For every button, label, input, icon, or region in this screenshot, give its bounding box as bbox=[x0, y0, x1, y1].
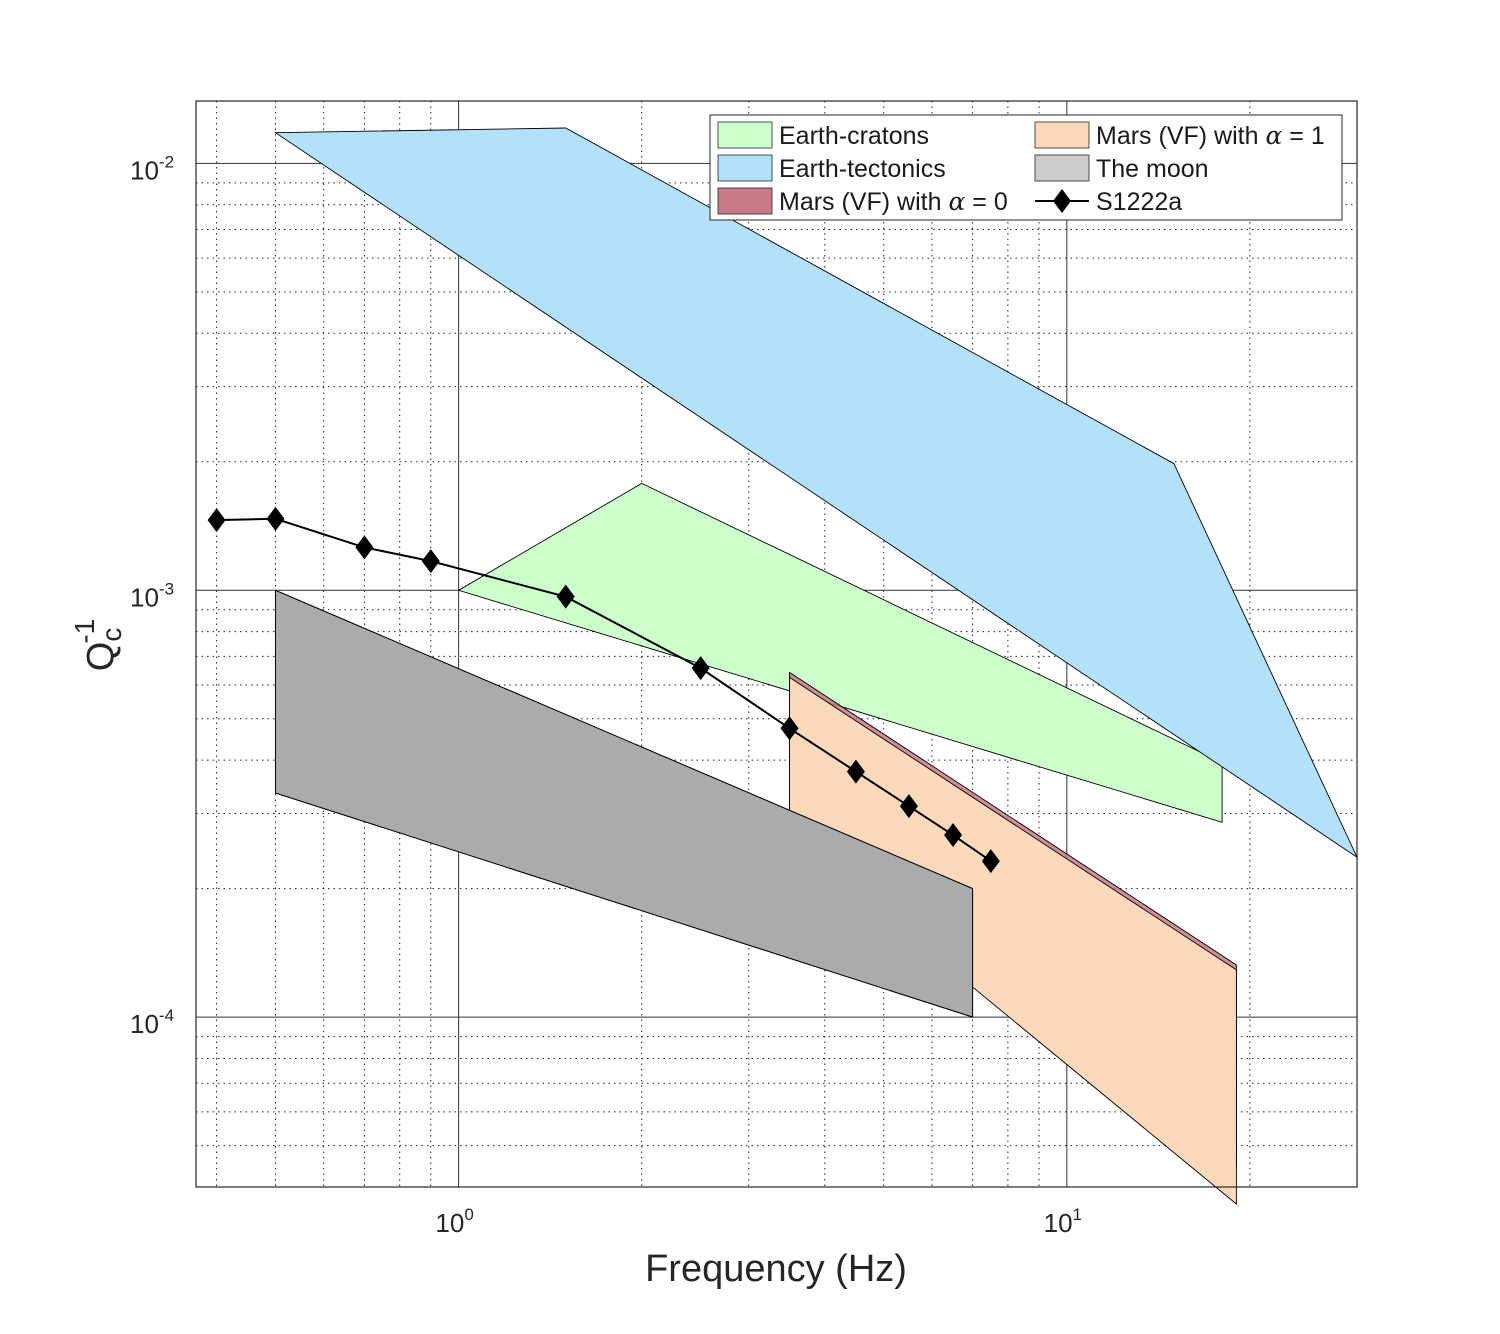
legend: Earth-cratons Earth-tectonics Mars (VF) wi… bbox=[709, 114, 1343, 221]
data-point-s1222a bbox=[556, 584, 575, 609]
y-tick-label: 10-3 bbox=[130, 579, 174, 612]
data-point-s1222a bbox=[207, 508, 226, 533]
x-axis-title: Frequency (Hz) bbox=[645, 1248, 907, 1290]
data-point-s1222a bbox=[944, 823, 963, 848]
data-point-s1222a bbox=[899, 794, 918, 819]
plot-frame bbox=[195, 100, 1358, 1188]
legend-swatch bbox=[717, 121, 773, 149]
svg-text:Qc-1: Qc-1 bbox=[69, 619, 127, 671]
x-tick-label: 101 bbox=[1044, 1205, 1082, 1238]
legend-marker bbox=[1053, 189, 1071, 213]
region-earth-tectonics bbox=[274, 127, 1359, 859]
y-axis-title-base: Q bbox=[80, 642, 122, 672]
legend-swatch bbox=[1034, 154, 1090, 182]
y-tick-label: 10-4 bbox=[130, 1006, 174, 1039]
legend-box bbox=[709, 114, 1343, 221]
x-tick-label: 100 bbox=[435, 1205, 473, 1238]
data-point-s1222a bbox=[780, 716, 799, 741]
legend-entry-mars-vf-with-0: Mars (VF) with α = 0 bbox=[717, 187, 1008, 216]
data-point-s1222a bbox=[691, 656, 710, 681]
y-axis-title-sub: c bbox=[96, 628, 127, 642]
y-tick-label: 10-2 bbox=[130, 152, 174, 185]
region-the-moon-overlay bbox=[275, 589, 974, 1018]
tick-labels: 100 101 10-2 10-3 10-4 bbox=[130, 152, 1082, 1238]
data-point-s1222a bbox=[421, 549, 440, 574]
legend-label: The moon bbox=[1096, 155, 1209, 183]
legend-entry-the-moon: The moon bbox=[1034, 154, 1209, 183]
legend-swatch bbox=[1034, 121, 1090, 149]
legend-label: Mars (VF) with α = 1 bbox=[1096, 121, 1325, 150]
regions bbox=[274, 127, 1359, 1205]
legend-label: Mars (VF) with α = 0 bbox=[779, 187, 1008, 216]
legend-entry-earth-tectonics: Earth-tectonics bbox=[717, 154, 946, 183]
y-axis-title-sup: -1 bbox=[69, 619, 100, 644]
y-axis-title: Qc-1 bbox=[69, 619, 127, 671]
legend-label: Earth-tectonics bbox=[779, 155, 946, 183]
legend-swatch bbox=[717, 154, 773, 182]
region-mars-vf-with-1 bbox=[789, 676, 1237, 1205]
legend-swatch bbox=[717, 187, 773, 215]
legend-label: S1222a bbox=[1096, 188, 1182, 216]
legend-entry-mars-vf-with-1: Mars (VF) with α = 1 bbox=[1034, 121, 1325, 150]
data-point-s1222a bbox=[846, 759, 865, 784]
legend-entry-s1222a: S1222a bbox=[1035, 188, 1182, 216]
data-point-s1222a bbox=[355, 535, 374, 560]
data-point-s1222a bbox=[981, 849, 1000, 874]
axes bbox=[195, 100, 1358, 1188]
legend-label: Earth-cratons bbox=[779, 122, 929, 150]
legend-entry-earth-cratons: Earth-cratons bbox=[717, 121, 929, 150]
data-point-s1222a bbox=[266, 506, 285, 531]
s1222a-series bbox=[207, 506, 1000, 874]
